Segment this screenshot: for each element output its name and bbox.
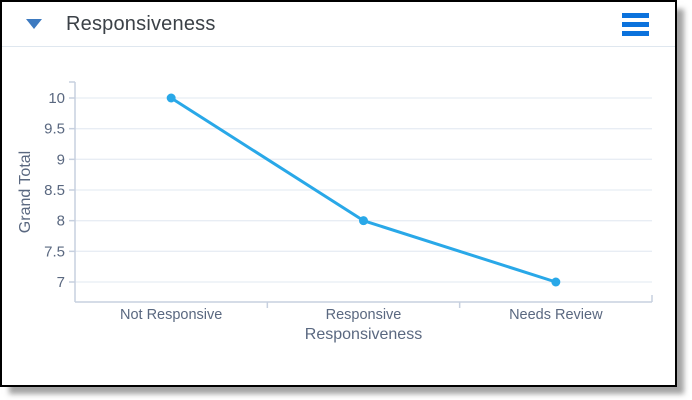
panel-title: Responsiveness <box>66 12 216 35</box>
y-axis-title: Grand Total <box>17 151 34 233</box>
x-category-label: Not Responsive <box>120 307 222 323</box>
hamburger-bar <box>622 30 649 36</box>
data-point-marker[interactable] <box>359 216 368 226</box>
x-axis-title: Responsiveness <box>305 326 422 343</box>
chart-area: 7 7.5 8 8.5 9 9.5 10 Not Responsive Responsive Ne… <box>2 47 675 383</box>
data-point-marker[interactable] <box>551 277 561 287</box>
caret-down-icon[interactable] <box>26 19 42 29</box>
y-tick-label: 10 <box>48 90 65 107</box>
x-category-label: Needs Review <box>509 307 603 323</box>
y-tick-label: 7.5 <box>44 243 65 260</box>
hamburger-menu-icon[interactable] <box>622 11 649 38</box>
y-tick-label: 8 <box>57 213 65 230</box>
chart-panel: Responsiveness 7 7.5 8 8.5 9 9.5 10 Not Respons… <box>0 0 677 387</box>
line-chart-canvas: 7 7.5 8 8.5 9 9.5 10 Not Responsive Responsive Ne… <box>17 81 653 343</box>
hamburger-bar <box>622 21 649 27</box>
data-point-marker[interactable] <box>166 93 176 103</box>
y-tick-label: 9 <box>57 151 65 168</box>
x-category-label: Responsive <box>326 307 402 323</box>
hamburger-bar <box>622 12 649 18</box>
y-tick-label: 7 <box>57 274 65 291</box>
y-tick-label: 9.5 <box>44 121 65 138</box>
y-tick-label: 8.5 <box>44 182 65 199</box>
panel-header: Responsiveness <box>2 2 675 47</box>
